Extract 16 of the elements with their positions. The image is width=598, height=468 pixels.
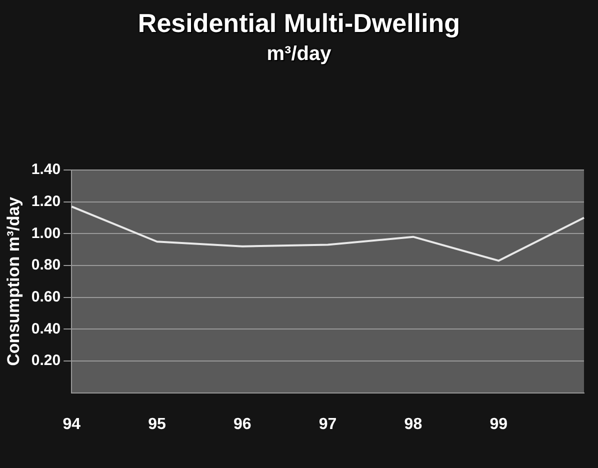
chart-subtitle: m³/day (266, 43, 332, 66)
x-tick-label: 94 (62, 416, 81, 433)
y-axis-title: Consumption m³/day (4, 196, 23, 366)
x-tick-label: 95 (148, 416, 166, 433)
chart-title: Residential Multi-Dwelling (136, 8, 462, 39)
y-tick-label: 1.00 (31, 224, 61, 242)
y-tick-label: 1.20 (31, 192, 61, 210)
y-tick-label: 0.20 (31, 352, 61, 370)
x-tick-label: 99 (490, 416, 508, 433)
y-tick-label: 1.40 (31, 161, 61, 178)
x-tick-label: 97 (318, 416, 337, 433)
y-tick-label: 0.60 (31, 288, 61, 306)
x-tick-label: 96 (234, 416, 252, 433)
y-tick-label: 0.40 (31, 320, 61, 338)
x-tick-label: 98 (404, 416, 422, 433)
y-tick-label: 0.80 (31, 256, 61, 274)
